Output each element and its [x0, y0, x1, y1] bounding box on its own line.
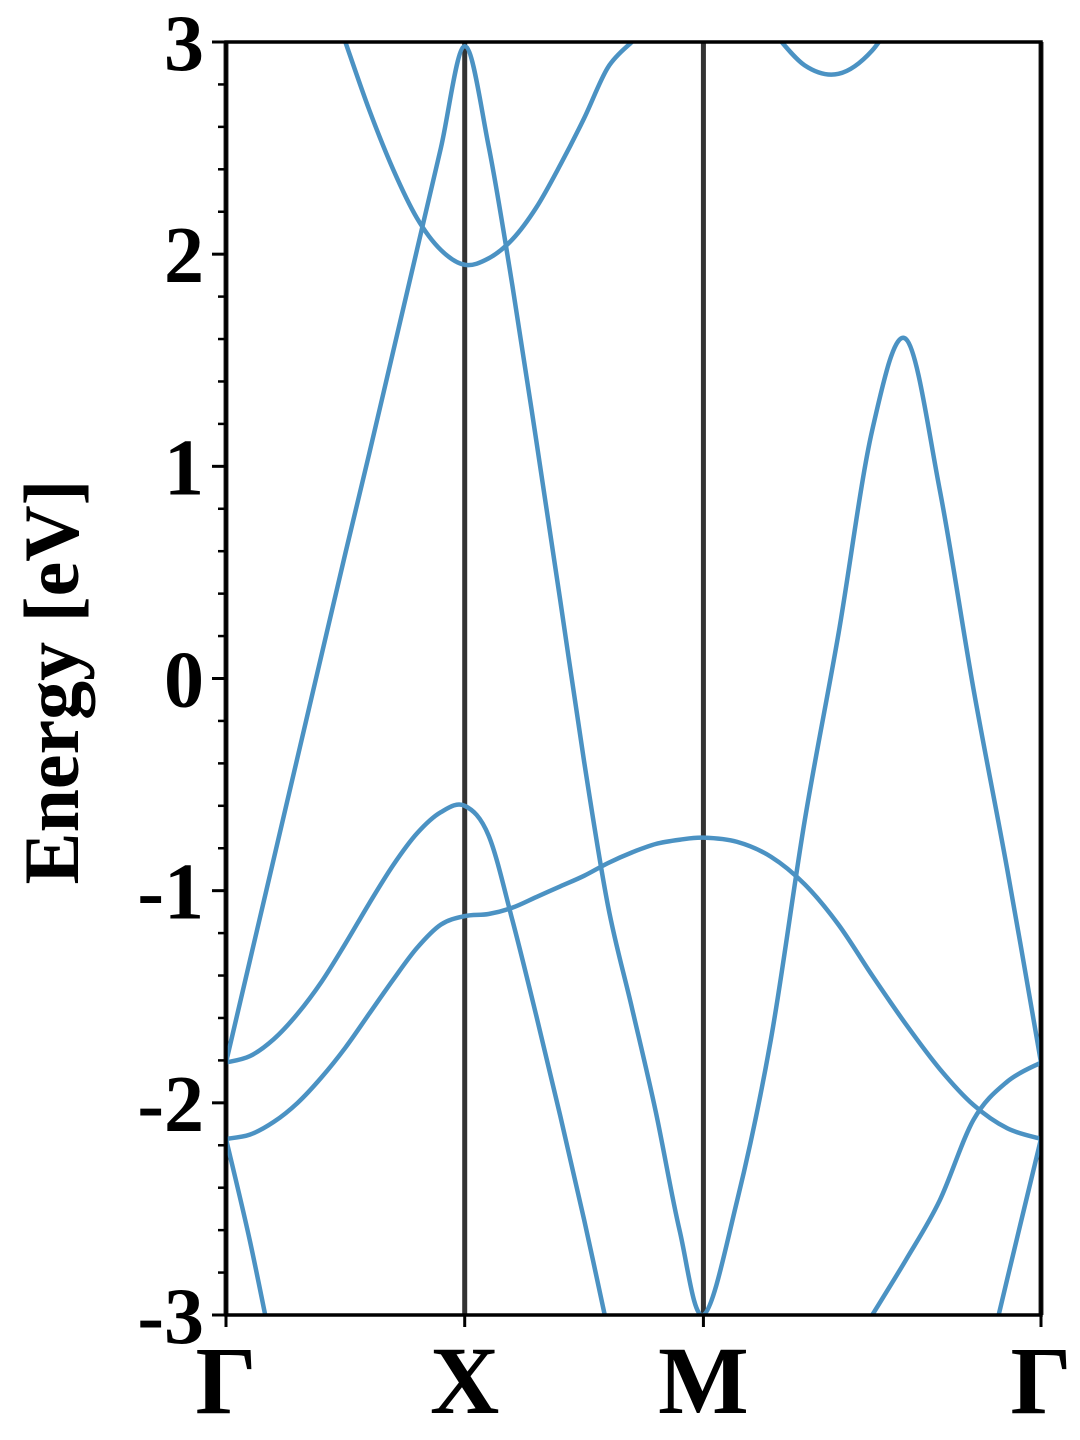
- band-line: [343, 42, 634, 268]
- band-line: [778, 42, 882, 77]
- y-tick-label: 0: [164, 637, 204, 725]
- y-tick-label: -3: [137, 1273, 204, 1361]
- band-line: [870, 1060, 1041, 1315]
- band-line: [226, 802, 608, 1315]
- x-tick-label: Γ: [1010, 1327, 1071, 1434]
- y-tick-label: 1: [164, 424, 204, 512]
- y-tick-label: -2: [137, 1061, 204, 1149]
- band-line: [226, 835, 1041, 1142]
- y-tick-label: 3: [164, 0, 204, 88]
- plot-frame: [224, 40, 1043, 1317]
- x-tick-label: X: [430, 1327, 499, 1434]
- band-line: [226, 1138, 268, 1315]
- x-tick-label: M: [658, 1327, 749, 1434]
- band-line: [226, 43, 1041, 1315]
- x-tick-label: Γ: [195, 1327, 256, 1434]
- y-axis-label: Energy [eV]: [8, 479, 95, 884]
- y-tick-label: 2: [164, 212, 204, 300]
- y-tick-label: -1: [137, 849, 204, 937]
- band-line: [996, 1138, 1041, 1315]
